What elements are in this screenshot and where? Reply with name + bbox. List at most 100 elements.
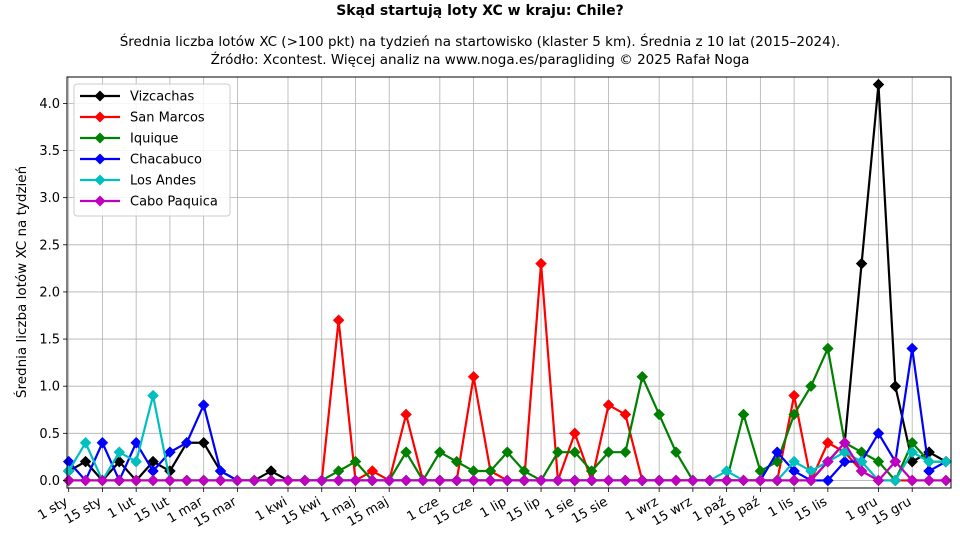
data-point <box>670 474 682 487</box>
legend-marker <box>94 111 106 123</box>
y-tick-label: 3.5 <box>39 144 60 159</box>
x-tick-label: 1 lip <box>478 494 510 521</box>
x-tick-label: 15 lut <box>132 494 172 526</box>
data-point <box>332 474 345 487</box>
x-tick-label: 1 lis <box>766 494 797 520</box>
data-point <box>164 446 176 459</box>
data-point <box>96 436 109 449</box>
data-point <box>720 474 733 487</box>
data-point <box>130 455 143 468</box>
data-point <box>585 474 598 487</box>
data-point <box>535 474 547 487</box>
data-point <box>568 427 581 440</box>
data-point <box>855 257 868 270</box>
data-point <box>906 446 919 459</box>
y-tick-label: 2.5 <box>39 238 60 253</box>
data-point <box>602 446 615 459</box>
y-axis-label: Średnia liczba lotów XC na tydzień <box>12 166 30 398</box>
y-tick-label: 4.0 <box>39 97 60 112</box>
data-point <box>349 474 362 487</box>
data-point <box>299 474 311 487</box>
data-point <box>79 455 92 468</box>
data-point <box>400 446 412 459</box>
data-point <box>703 474 716 487</box>
data-point <box>821 455 834 468</box>
data-point <box>147 474 159 487</box>
data-point <box>568 474 581 487</box>
data-point <box>940 474 952 487</box>
data-point <box>602 399 615 411</box>
data-point <box>248 474 261 487</box>
data-point <box>518 474 531 487</box>
data-point <box>771 446 784 459</box>
legend-label: Chacabuco <box>130 153 202 168</box>
data-point <box>906 342 919 355</box>
y-tick-label: 0.0 <box>39 474 60 489</box>
data-point <box>821 436 834 449</box>
data-point <box>602 474 615 487</box>
y-tick-label: 0.5 <box>39 427 60 442</box>
data-point <box>940 455 952 468</box>
data-point <box>315 474 328 487</box>
data-point <box>737 408 750 421</box>
legend-marker <box>94 90 106 102</box>
data-point <box>231 474 244 487</box>
y-tick-label: 1.0 <box>39 380 60 395</box>
data-point <box>400 408 412 421</box>
data-point <box>805 474 817 487</box>
data-point <box>821 342 834 355</box>
data-point <box>130 474 143 487</box>
data-point <box>197 436 210 449</box>
data-point <box>417 474 429 487</box>
x-tick-label: 15 gru <box>870 494 914 528</box>
data-point <box>636 370 649 383</box>
subtitle-line-2: Źródło: Xcontest. Więcej analiz na www.n… <box>210 52 750 68</box>
data-point <box>838 436 851 449</box>
subtitle-line-1: Średnia liczba lotów XC (>100 pkt) na ty… <box>119 34 841 50</box>
data-point <box>180 474 193 487</box>
x-tick-label: 15 cze <box>431 494 475 528</box>
chart-subtitle: Średnia liczba lotów XC (>100 pkt) na ty… <box>0 33 960 69</box>
data-point <box>484 474 497 487</box>
data-point <box>180 436 193 449</box>
data-point <box>147 389 159 402</box>
legend-marker <box>94 153 106 165</box>
data-point <box>265 474 277 487</box>
data-point <box>906 474 919 487</box>
y-tick-label: 2.0 <box>39 285 60 300</box>
data-point <box>113 474 126 487</box>
data-point <box>821 474 834 487</box>
data-point <box>197 399 210 411</box>
data-point <box>501 474 514 487</box>
legend-label: Cabo Paquica <box>130 195 218 210</box>
data-point <box>400 474 412 487</box>
legend-label: Vizcachas <box>130 90 195 105</box>
data-point <box>113 446 126 459</box>
data-point <box>619 446 632 459</box>
plot-frame <box>66 76 952 489</box>
data-point <box>214 474 227 487</box>
data-point <box>96 474 109 487</box>
data-point <box>872 78 885 91</box>
legend-label: Los Andes <box>130 174 196 189</box>
legend-marker <box>94 132 106 144</box>
data-point <box>670 446 682 459</box>
data-point <box>62 474 75 487</box>
data-point <box>872 427 885 440</box>
data-point <box>433 446 446 459</box>
data-point <box>653 474 665 487</box>
legend: Vizcachas San Marcos Iquique Chacabuco Los A… <box>73 83 231 217</box>
data-point <box>467 474 480 487</box>
data-point <box>754 474 767 487</box>
legend-label: San Marcos <box>130 111 205 126</box>
x-tick-label: 15 lip <box>504 494 543 525</box>
legend-label: Iquique <box>130 132 178 147</box>
data-point <box>788 408 800 421</box>
chart-title: Skąd startują loty XC w kraju: Chile? <box>336 3 624 19</box>
data-point <box>923 474 935 487</box>
data-point <box>501 446 514 459</box>
x-tick-label: 15 sie <box>569 494 610 527</box>
data-point <box>450 455 463 468</box>
data-point <box>771 474 784 487</box>
